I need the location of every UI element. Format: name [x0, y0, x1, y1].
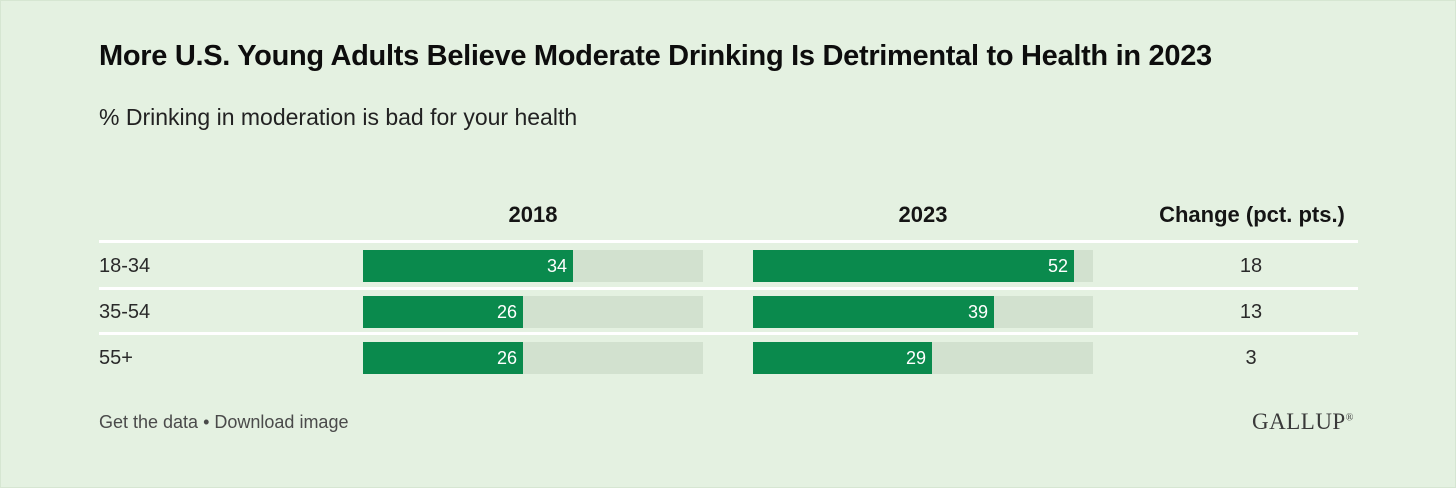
bar-value-label: 39 — [967, 302, 988, 322]
footer-separator: • — [198, 412, 215, 432]
gallup-logo: GALLUP® — [1252, 409, 1354, 435]
row-label-18-34: 18-34 — [99, 255, 151, 277]
bar-2023-0: 52 — [753, 250, 1074, 282]
row-divider — [99, 240, 1358, 243]
bar-2023-2: 29 — [753, 342, 932, 374]
bar-2018-0: 34 — [363, 250, 573, 282]
row-label-35-54: 35-54 — [99, 301, 151, 323]
bar-track-2018-2: 26 — [363, 342, 703, 374]
change-value: 13 — [1239, 301, 1263, 323]
chart-subtitle: % Drinking in moderation is bad for your… — [99, 104, 578, 130]
bar-2018-1: 26 — [363, 296, 523, 328]
bar-value-label: 34 — [546, 256, 567, 276]
change-value: 18 — [1239, 255, 1263, 277]
bar-value-label: 26 — [496, 302, 517, 322]
column-header-2018: 2018 — [508, 202, 558, 227]
gallup-logo-text: GALLUP — [1252, 409, 1346, 434]
bar-track-2023-0: 52 — [753, 250, 1093, 282]
get-data-link[interactable]: Get the data — [99, 412, 199, 432]
bar-track-2018-1: 26 — [363, 296, 703, 328]
registered-mark: ® — [1345, 412, 1354, 424]
column-header-change: Change (pct. pts.) — [1159, 202, 1345, 227]
bar-2018-2: 26 — [363, 342, 523, 374]
chart-title: More U.S. Young Adults Believe Moderate … — [99, 40, 1212, 72]
bar-track-2018-0: 34 — [363, 250, 703, 282]
column-header-2023: 2023 — [898, 202, 948, 227]
bar-track-2023-1: 39 — [753, 296, 1093, 328]
row-divider — [99, 287, 1358, 290]
row-divider — [99, 332, 1358, 335]
bar-value-label: 26 — [496, 348, 517, 368]
row-label-55plus: 55+ — [99, 347, 133, 369]
chart-footer: Get the data • Download image — [99, 412, 348, 433]
bar-value-label: 29 — [905, 348, 926, 368]
bar-2023-1: 39 — [753, 296, 994, 328]
bar-value-label: 52 — [1047, 256, 1068, 276]
bar-track-2023-2: 29 — [753, 342, 1093, 374]
download-image-link[interactable]: Download image — [214, 412, 349, 432]
change-value: 3 — [1245, 347, 1257, 369]
